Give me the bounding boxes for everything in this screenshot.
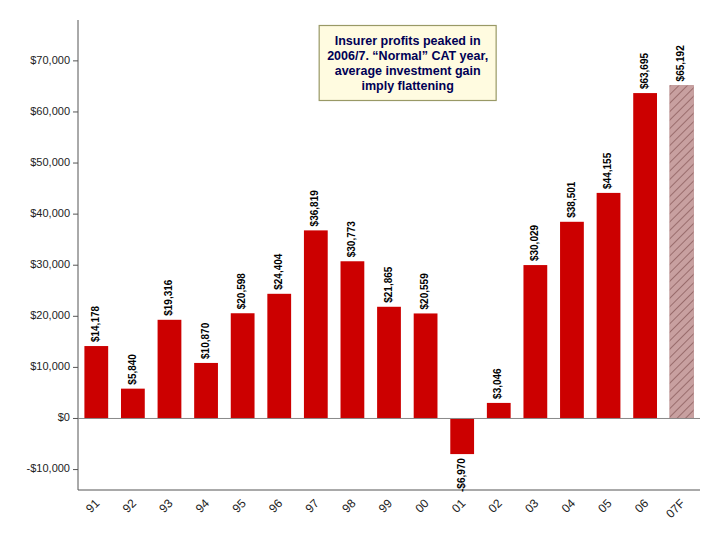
bar: [597, 193, 621, 419]
bar: [487, 403, 511, 419]
zero-line: [78, 418, 700, 419]
data-label: $20,598: [236, 273, 247, 310]
y-tick: [73, 214, 78, 215]
bar: [121, 389, 145, 419]
data-label: $65,192: [675, 45, 686, 82]
y-tick: [73, 316, 78, 317]
x-tick-label: 02: [486, 496, 506, 516]
bar: [670, 85, 694, 418]
x-tick-label: 92: [120, 496, 140, 516]
y-tick-label: $10,000: [30, 360, 70, 372]
data-label: $10,870: [200, 322, 211, 359]
y-tick-label: $50,000: [30, 156, 70, 168]
x-tick-label: 99: [376, 496, 396, 516]
data-label: $30,029: [529, 224, 540, 261]
bar: [304, 230, 328, 418]
x-tick-label: 00: [412, 496, 432, 516]
y-tick: [73, 469, 78, 470]
bar: [414, 313, 438, 418]
annotation-text: Insurer profits peaked in2006/7. “Normal…: [327, 34, 488, 93]
y-tick: [73, 418, 78, 419]
bar: [450, 418, 474, 454]
bar: [158, 320, 182, 419]
data-label: $14,178: [90, 305, 101, 342]
bar: [194, 363, 218, 419]
y-tick: [73, 60, 78, 61]
y-tick: [73, 163, 78, 164]
y-tick: [73, 111, 78, 112]
y-tick-label: $70,000: [30, 54, 70, 66]
x-tick-label: 97: [303, 496, 323, 516]
bar: [267, 294, 291, 419]
data-label: $44,155: [602, 152, 613, 189]
y-tick-label: $30,000: [30, 258, 70, 270]
x-axis-line: [78, 490, 700, 491]
x-tick-label: 06: [632, 496, 652, 516]
bar: [84, 346, 108, 418]
y-tick-label: $0: [58, 411, 70, 423]
x-tick-label: 98: [339, 496, 359, 516]
data-label: $5,840: [127, 354, 138, 385]
data-label: $3,046: [492, 368, 503, 399]
x-tick-label: 95: [229, 496, 249, 516]
data-label: $36,819: [309, 190, 320, 227]
data-label: -$6,970: [456, 458, 467, 492]
chart: -$10,000 $0 $10,000 $20,000 $30,000 $40,000 $5…: [0, 0, 720, 540]
y-tick: [73, 367, 78, 368]
data-label: $63,695: [639, 52, 650, 89]
data-label: $19,316: [163, 279, 174, 316]
y-tick: [73, 265, 78, 266]
x-tick-label: 01: [449, 496, 469, 516]
x-tick-label: 07F: [663, 496, 688, 521]
y-tick-label: $20,000: [30, 309, 70, 321]
y-tick-label: $40,000: [30, 207, 70, 219]
bar: [633, 93, 657, 418]
x-tick-label: 03: [522, 496, 542, 516]
data-label: $38,501: [566, 181, 577, 218]
x-tick-label: 05: [595, 496, 615, 516]
y-tick-label: $60,000: [30, 105, 70, 117]
x-tick-label: 96: [266, 496, 286, 516]
x-tick-label: 91: [83, 496, 103, 516]
bars: [84, 85, 693, 454]
bar-hatch: [670, 85, 694, 418]
x-tick-label: 93: [156, 496, 176, 516]
annotation-box: [319, 26, 496, 101]
bar: [341, 261, 365, 418]
bar: [523, 265, 547, 418]
y-tick-label: -$10,000: [27, 462, 70, 474]
data-label: $24,404: [273, 253, 284, 290]
bar: [560, 222, 584, 419]
bar: [231, 313, 255, 418]
x-tick-label: 04: [559, 496, 579, 516]
x-tick-label: 94: [193, 496, 213, 516]
bar: [377, 307, 401, 419]
data-label: $21,865: [383, 266, 394, 303]
data-label: $30,773: [346, 221, 357, 258]
data-label: $20,559: [419, 273, 430, 310]
annotation: Insurer profits peaked in2006/7. “Normal…: [319, 26, 496, 101]
y-axis-line: [78, 20, 79, 490]
